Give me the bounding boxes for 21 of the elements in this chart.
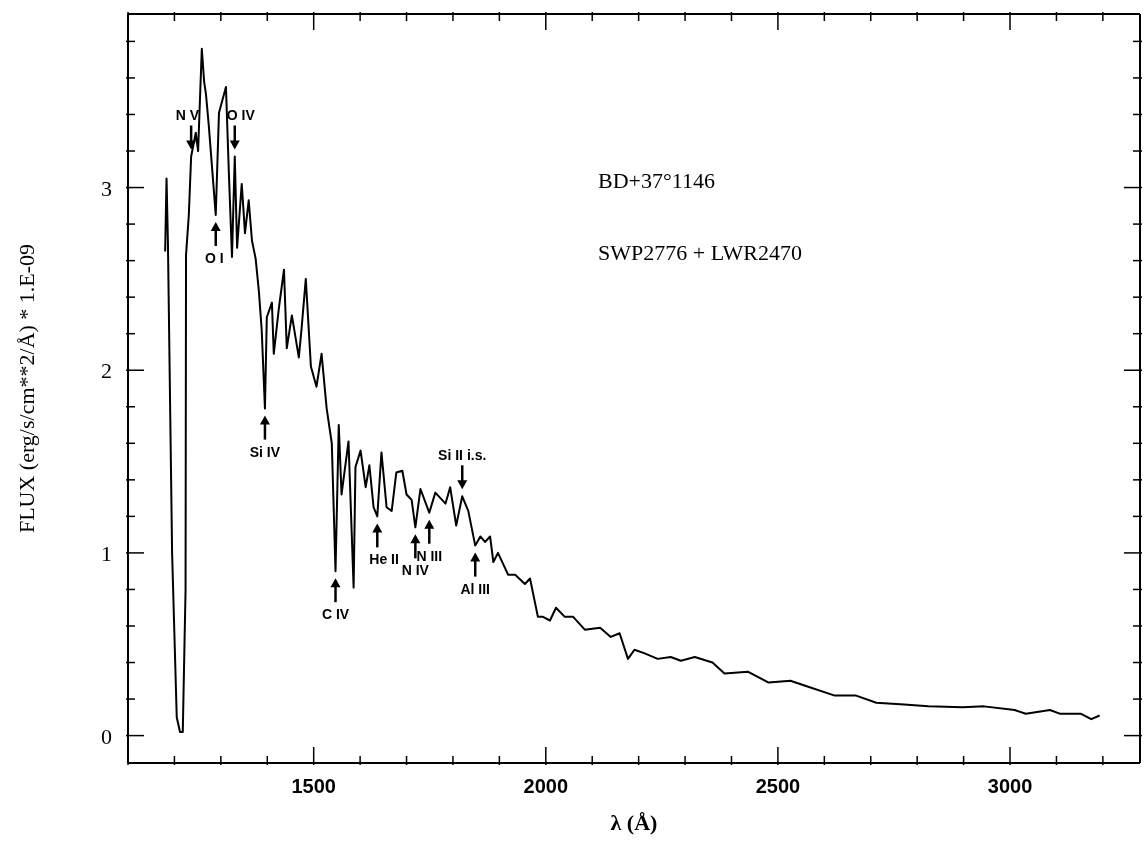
y-tick-label: 2 — [101, 358, 112, 384]
y-tick-label: 0 — [101, 723, 112, 749]
annotation: BD+37°1146 — [598, 168, 715, 194]
annotation: Al III — [460, 580, 491, 597]
annotation: Si II i.s. — [438, 447, 487, 464]
annotation: C IV — [321, 606, 350, 623]
annotation: N IV — [401, 562, 430, 579]
annotation: Si IV — [249, 443, 281, 460]
y-tick-label: 3 — [101, 175, 112, 201]
x-tick-label: 1500 — [291, 775, 336, 797]
annotation: O I — [205, 249, 224, 266]
x-axis-title: λ (Å) — [610, 810, 658, 835]
annotation: N III — [416, 547, 443, 564]
annotation: SWP2776 + LWR2470 — [598, 240, 802, 266]
x-tick-label: 2500 — [755, 775, 801, 797]
annotation: N V — [175, 107, 200, 124]
y-axis-title: FLUX (erg/s/cm**2/Å) * 1.E-09 — [13, 243, 39, 534]
y-tick-label: 1 — [101, 540, 112, 566]
x-tick-label: 3000 — [987, 775, 1033, 797]
x-tick-label: 2000 — [523, 775, 569, 797]
annotation: He II — [369, 551, 399, 568]
